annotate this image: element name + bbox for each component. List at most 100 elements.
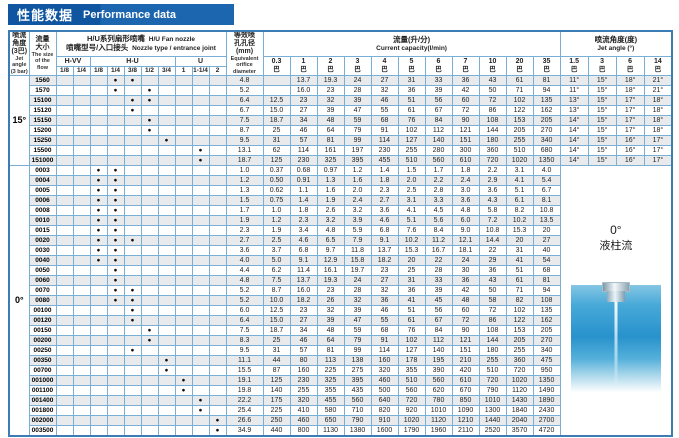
flow-value-cell: 6.5 bbox=[316, 235, 345, 247]
joint-empty-cell bbox=[157, 95, 176, 107]
joint-empty-cell bbox=[174, 85, 193, 97]
joint-empty-cell bbox=[157, 185, 176, 197]
flow-value-cell: 1.6 bbox=[343, 175, 372, 187]
model-cell: 003500 bbox=[28, 425, 57, 437]
joint-empty-cell bbox=[157, 385, 176, 397]
joint-empty-cell bbox=[89, 125, 108, 137]
jet-angle-cell: 18° bbox=[615, 85, 645, 97]
flow-value-cell: 99 bbox=[343, 345, 372, 357]
joint-empty-cell bbox=[174, 95, 193, 107]
flow-value-cell: 25 bbox=[262, 335, 291, 347]
col-header-flow-size: 流量 大小 The size of the flow bbox=[28, 30, 57, 77]
flow-value-cell: 6.0 bbox=[451, 215, 480, 227]
flow-value-cell: 420 bbox=[451, 365, 480, 377]
joint-empty-cell bbox=[55, 185, 74, 197]
model-cell: 00150 bbox=[28, 325, 57, 337]
flow-value-cell: 47 bbox=[343, 105, 372, 117]
flow-value-cell: 3570 bbox=[505, 425, 534, 437]
joint-empty-cell bbox=[174, 355, 193, 367]
joint-empty-cell bbox=[174, 415, 193, 427]
flow-value-cell: 1790 bbox=[397, 425, 426, 437]
table-row: 15° 1560 ● ● 4.8 13.7 19.3 24 27 31 33 36 43 61 81 11° 1… bbox=[8, 75, 673, 167]
joint-empty-cell bbox=[89, 75, 108, 87]
flow-value-cell: 86 bbox=[478, 315, 507, 327]
orifice-diameter-cell: 13.1 bbox=[225, 145, 264, 157]
flow-value-cell: 36 bbox=[397, 85, 426, 97]
joint-dot-cell: ● bbox=[106, 205, 125, 217]
orifice-diameter-cell: 18.7 bbox=[225, 155, 264, 167]
joint-empty-cell bbox=[140, 135, 159, 147]
jet-angle-cell: 18° bbox=[643, 115, 673, 127]
flow-value-cell: 16.0 bbox=[289, 285, 318, 297]
title-bar: 性能数据 Performance data bbox=[8, 4, 234, 25]
joint-dot-cell: ● bbox=[89, 185, 108, 197]
joint-dot-cell: ● bbox=[106, 85, 125, 97]
joint-size-header: 1/4 bbox=[106, 66, 125, 77]
joint-dot-cell: ● bbox=[106, 275, 125, 287]
orifice-diameter-cell: 1.2 bbox=[225, 175, 264, 187]
flow-value-cell: 320 bbox=[289, 395, 318, 407]
joint-empty-cell bbox=[89, 105, 108, 117]
joint-empty-cell bbox=[191, 255, 210, 267]
joint-empty-cell bbox=[106, 365, 125, 377]
joint-empty-cell bbox=[89, 395, 108, 407]
model-cell: 1560 bbox=[28, 75, 57, 87]
flow-value-cell: 2110 bbox=[451, 425, 480, 437]
joint-empty-cell bbox=[55, 425, 74, 437]
model-cell: 0060 bbox=[28, 275, 57, 287]
joint-empty-cell bbox=[55, 395, 74, 407]
flow-value-cell: 31 bbox=[262, 135, 291, 147]
flow-value-cell: 3.9 bbox=[343, 215, 372, 227]
flow-value-cell: 94 bbox=[532, 85, 561, 97]
joint-empty-cell bbox=[140, 215, 159, 227]
joint-size-header: 1/8 bbox=[55, 66, 74, 77]
joint-dot-cell: ● bbox=[106, 175, 125, 187]
flow-value-cell: 5.0 bbox=[262, 255, 291, 267]
joint-empty-cell bbox=[174, 285, 193, 297]
joint-empty-cell bbox=[208, 395, 227, 407]
flow-value-cell: 64 bbox=[316, 125, 345, 137]
table-row: 15250 ● 9.5 31 57 81 99 114 127 140 151 180 255 340 14… bbox=[9, 135, 673, 147]
flow-value-cell: 230 bbox=[289, 375, 318, 387]
joint-empty-cell bbox=[208, 275, 227, 287]
joint-dot-cell: ● bbox=[89, 235, 108, 247]
flow-value-cell: 0.91 bbox=[289, 175, 318, 187]
joint-size-header: 1/4 bbox=[72, 66, 91, 77]
joint-empty-cell bbox=[72, 385, 91, 397]
joint-empty-cell bbox=[72, 375, 91, 387]
orifice-diameter-cell: 7.5 bbox=[225, 115, 264, 127]
flow-value-cell: 640 bbox=[370, 395, 399, 407]
joint-empty-cell bbox=[174, 155, 193, 167]
joint-empty-cell bbox=[89, 415, 108, 427]
flow-value-cell: 11.2 bbox=[424, 235, 453, 247]
orifice-diameter-cell: 1.3 bbox=[225, 185, 264, 197]
flow-value-cell: 1840 bbox=[505, 405, 534, 417]
joint-empty-cell bbox=[191, 125, 210, 137]
flow-value-cell: 230 bbox=[370, 145, 399, 157]
flow-value-cell: 48 bbox=[316, 325, 345, 337]
joint-dot-cell: ● bbox=[123, 345, 142, 357]
joint-empty-cell bbox=[191, 195, 210, 207]
flow-value-cell: 7.2 bbox=[478, 215, 507, 227]
joint-empty-cell bbox=[123, 125, 142, 137]
flow-value-cell: 36 bbox=[370, 295, 399, 307]
flow-value-cell: 255 bbox=[505, 345, 534, 357]
flow-value-cell: 13.5 bbox=[532, 215, 561, 227]
flow-value-cell: 6.8 bbox=[370, 225, 399, 237]
flow-value-cell: 112 bbox=[424, 335, 453, 347]
flow-value-cell: 112 bbox=[424, 125, 453, 137]
flow-value-cell: 82 bbox=[505, 295, 534, 307]
model-cell: 15100 bbox=[28, 95, 57, 107]
flow-value-cell: 31 bbox=[397, 75, 426, 87]
flow-value-cell: 81 bbox=[316, 345, 345, 357]
joint-empty-cell bbox=[106, 305, 125, 317]
flow-value-cell: 162 bbox=[532, 315, 561, 327]
joint-dot-cell: ● bbox=[89, 255, 108, 267]
joint-empty-cell bbox=[208, 135, 227, 147]
flow-value-cell: 23 bbox=[316, 85, 345, 97]
joint-empty-cell bbox=[55, 245, 74, 257]
flow-value-cell: 20 bbox=[505, 235, 534, 247]
joint-empty-cell bbox=[106, 115, 125, 127]
flow-value-cell: 24 bbox=[343, 275, 372, 287]
flow-value-cell: 60 bbox=[451, 305, 480, 317]
